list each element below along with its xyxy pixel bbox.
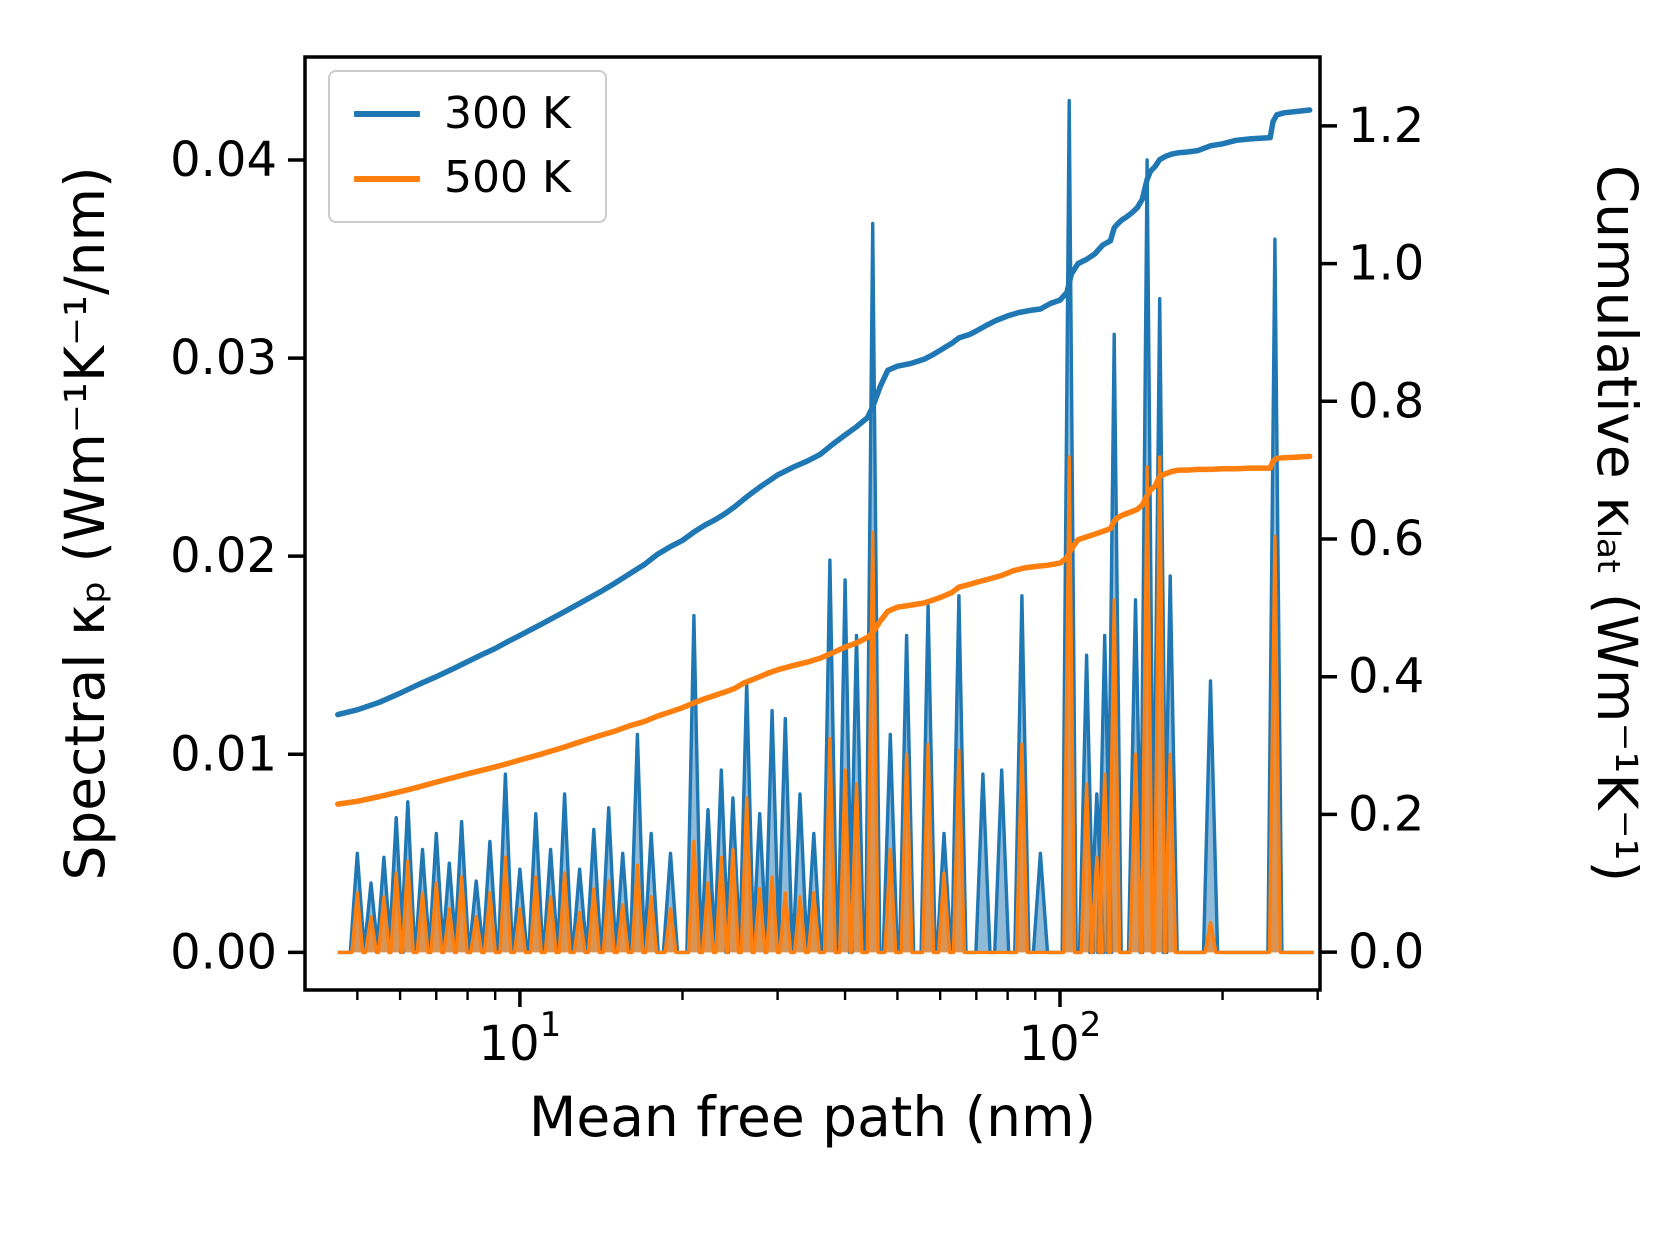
right-y-tick-label: 0.8 <box>1348 373 1424 429</box>
right-y-tick-label: 1.0 <box>1348 236 1424 292</box>
legend-label-300k: 300 K <box>444 88 571 139</box>
legend-swatch-300k <box>354 111 420 118</box>
legend-item-300k: 300 K <box>354 88 571 139</box>
legend-item-500k: 500 K <box>354 152 571 204</box>
left-y-tick-label: 0.04 <box>170 132 277 188</box>
cumulative-line-300k <box>335 107 1313 718</box>
x-tick-label: 102 <box>1019 1005 1102 1072</box>
spectral-area-500k <box>337 455 1314 955</box>
legend-label-500k: 500 K <box>444 152 571 204</box>
right-y-axis-label: Cumulative κₗₐₜ (Wm⁻¹K⁻¹) <box>1585 164 1649 883</box>
left-y-axis-label: Spectral κₚ (Wm⁻¹K⁻¹/nm) <box>53 166 117 881</box>
plot-frame <box>303 55 1322 992</box>
right-y-tick-label: 0.2 <box>1348 786 1424 842</box>
legend-swatch-500k <box>354 175 420 182</box>
x-axis-label: Mean free path (nm) <box>528 1085 1097 1149</box>
x-tick-label: 101 <box>479 1005 562 1072</box>
cumulative-line-500k <box>335 453 1313 807</box>
left-y-tick-label: 0.00 <box>170 924 277 980</box>
right-y-tick-label: 0.4 <box>1348 649 1424 705</box>
right-y-tick-label: 0.0 <box>1348 924 1424 980</box>
left-y-tick-label: 0.02 <box>170 528 277 584</box>
right-y-tick-label: 1.2 <box>1348 98 1424 154</box>
legend: 300 K 500 K <box>328 70 607 223</box>
left-y-tick-label: 0.03 <box>170 330 277 386</box>
axis-ticks: 101 102 0.00 0.01 0.02 0.03 0.04 0.0 0.2 0.4 0.6 0.… <box>170 98 1424 1072</box>
left-y-tick-label: 0.01 <box>170 726 277 782</box>
plot-area <box>335 98 1314 955</box>
right-y-tick-label: 0.6 <box>1348 511 1424 567</box>
